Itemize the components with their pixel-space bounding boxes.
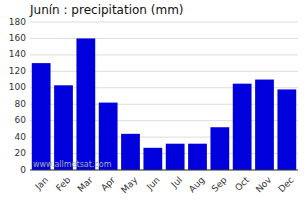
y-tick-label: 180 — [9, 17, 26, 27]
y-tick-label: 100 — [9, 82, 26, 92]
x-tick-label: Sep — [210, 175, 229, 194]
x-tick-label: Dec — [276, 175, 295, 194]
y-tick-label: 40 — [15, 132, 27, 142]
y-tick-label: 140 — [9, 49, 26, 59]
x-tick-label: May — [119, 174, 140, 195]
grid-line — [30, 22, 298, 23]
y-axis: 0 20 40 60 80 100 120 140 160 180 — [9, 17, 26, 175]
x-axis-line — [30, 170, 298, 171]
bar — [166, 144, 185, 170]
x-tick-label: Nov — [254, 174, 274, 194]
x-tick-label: Feb — [54, 175, 73, 194]
grid-line — [30, 71, 298, 72]
grid-line — [30, 38, 298, 39]
watermark: www.allmetsat.com — [33, 160, 112, 169]
grid-line — [30, 170, 298, 171]
chart: 020406080100120140160180JanFebMarAprMayJ… — [0, 0, 306, 200]
y-tick-label: 60 — [15, 115, 27, 125]
x-tick-label: Jul — [169, 175, 184, 190]
chart-container: 020406080100120140160180JanFebMarAprMayJ… — [0, 0, 306, 200]
bars — [32, 38, 296, 170]
x-tick-label: Jun — [144, 175, 162, 193]
x-tick-label: Apr — [99, 175, 117, 193]
x-tick-label: Mar — [76, 175, 95, 194]
bar — [277, 89, 296, 170]
title: Junín : precipitation (mm) — [29, 3, 184, 17]
x-tick-label: Aug — [187, 175, 207, 195]
y-tick-label: 80 — [15, 99, 27, 109]
y-tick-label: 160 — [9, 33, 26, 43]
bar — [54, 85, 73, 170]
y-tick-label: 120 — [9, 66, 26, 76]
y-grid — [30, 22, 298, 170]
x-axis: JanFebMarAprMayJun JulAugSepOctNovDec — [33, 174, 296, 195]
y-tick-label: 20 — [15, 148, 27, 158]
bar — [143, 148, 162, 170]
bar — [76, 38, 95, 170]
x-tick-label: Oct — [233, 175, 251, 193]
x-tick-label: Jan — [33, 175, 51, 193]
y-tick-label: 0 — [20, 165, 26, 175]
bar — [233, 84, 252, 170]
bar — [188, 144, 207, 170]
bar — [121, 134, 140, 170]
bar — [32, 63, 51, 170]
bar — [255, 80, 274, 170]
grid-line — [30, 54, 298, 55]
bar — [210, 127, 229, 170]
